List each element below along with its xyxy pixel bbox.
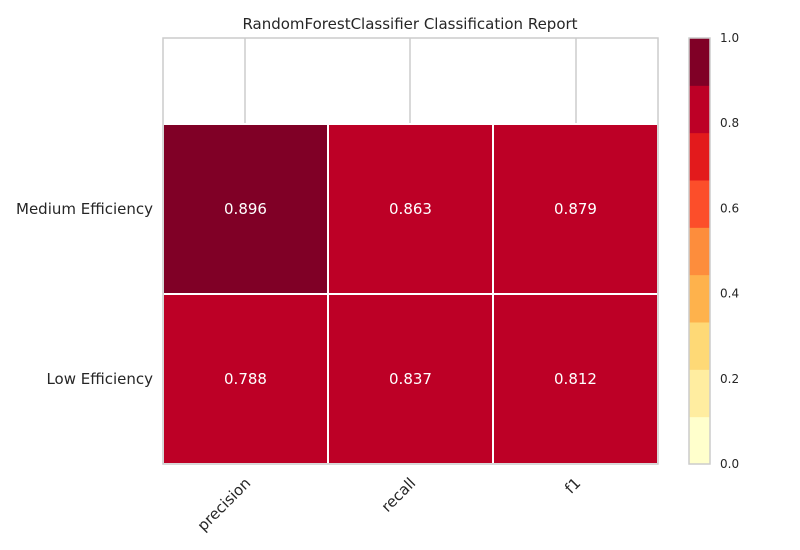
plot-frame — [162, 37, 659, 465]
cell-value-label: 0.837 — [389, 370, 432, 388]
colorbar-tick-label: 0.6 — [720, 201, 739, 215]
colorbar-tick-label: 0.8 — [720, 116, 739, 130]
colorbar-bin — [689, 274, 710, 323]
heatmap-cell — [492, 123, 659, 295]
colorbar-bin — [689, 132, 710, 181]
colorbar-tick-labels: 0.0 0.2 0.4 0.6 0.8 1.0 — [720, 31, 739, 471]
heatmap-cells — [162, 123, 659, 465]
cell-value-label: 0.896 — [224, 200, 267, 218]
colorbar-tick-label: 0.4 — [720, 287, 739, 301]
heatmap-cell — [327, 123, 494, 295]
cell-value-label: 0.812 — [554, 370, 597, 388]
colorbar-tick-label: 1.0 — [720, 31, 739, 45]
empty-support-band — [244, 38, 577, 124]
heatmap-cell — [162, 123, 329, 295]
colorbar-tick-label: 0.0 — [720, 457, 739, 471]
colorbar-bin — [689, 369, 710, 418]
colorbar-bin — [689, 180, 710, 228]
colorbar — [688, 37, 711, 465]
colorbar-bin — [689, 322, 710, 370]
cell-value-label: 0.863 — [389, 200, 432, 218]
y-tick-labels: Medium Efficiency Low Efficiency — [16, 200, 153, 388]
colorbar-bin — [689, 38, 710, 86]
colorbar-tick-label: 0.2 — [720, 372, 739, 386]
row-label: Low Efficiency — [46, 370, 153, 388]
row-label: Medium Efficiency — [16, 200, 153, 218]
column-label: recall — [378, 474, 420, 516]
x-tick-labels: precision recall f1 — [194, 474, 585, 535]
cell-value-label: 0.879 — [554, 200, 597, 218]
colorbar-bin — [689, 416, 710, 465]
heatmap-cell-labels: 0.896 0.863 0.879 0.788 0.837 0.812 — [224, 200, 597, 388]
colorbar-bin — [689, 85, 710, 134]
column-label: f1 — [561, 474, 584, 497]
cell-value-label: 0.788 — [224, 370, 267, 388]
colorbar-frame — [688, 37, 711, 465]
chart-title: RandomForestClassifier Classification Re… — [242, 15, 577, 33]
column-label: precision — [194, 474, 255, 535]
colorbar-bin — [689, 227, 710, 276]
